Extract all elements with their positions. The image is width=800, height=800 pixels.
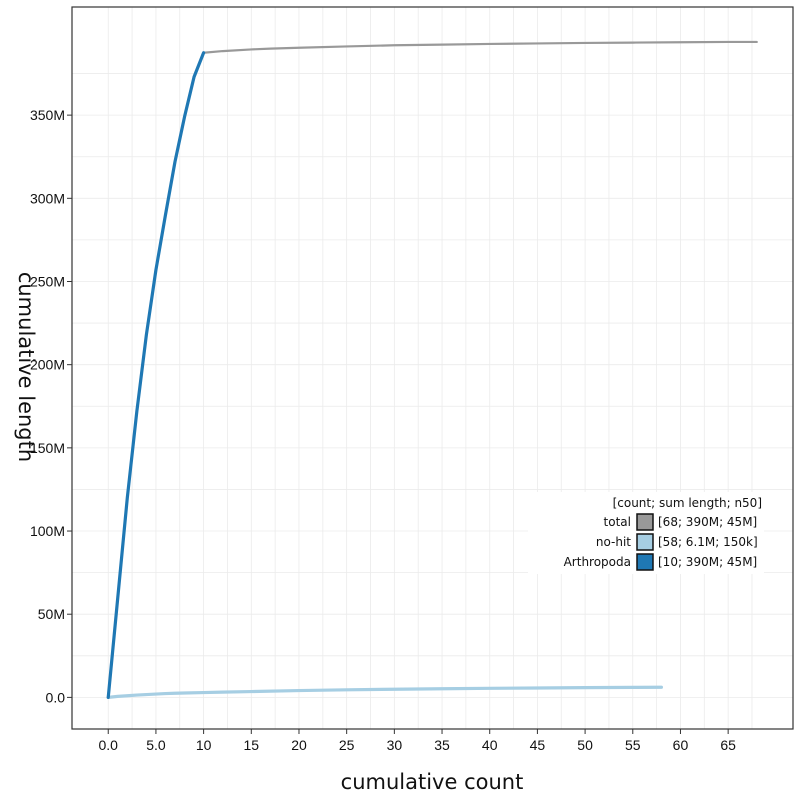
legend-swatch-arthropoda	[636, 553, 654, 571]
y-tick-label: 200M	[30, 357, 65, 373]
legend-title: [count; sum length; n50]	[613, 496, 762, 510]
legend-swatch-no-hit	[636, 533, 654, 551]
x-tick-label: 50	[577, 737, 593, 753]
legend-stats-arthropoda: [10; 390M; 45M]	[658, 555, 757, 569]
x-tick-label: 65	[720, 737, 736, 753]
x-tick-label: 40	[482, 737, 498, 753]
legend-label-no-hit: no-hit	[596, 535, 631, 549]
x-tick-label: 55	[625, 737, 641, 753]
x-tick-label: 45	[530, 737, 546, 753]
x-tick-label: 25	[339, 737, 355, 753]
legend-stats-no-hit: [58; 6.1M; 150k]	[658, 535, 758, 549]
x-tick-label: 20	[291, 737, 307, 753]
legend-stats-total: [68; 390M; 45M]	[658, 515, 757, 529]
legend: [count; sum length; n50] total [68; 390M;…	[528, 492, 764, 574]
panel-border	[71, 6, 794, 730]
x-tick-label: 35	[434, 737, 450, 753]
y-tick-label: 100M	[30, 523, 65, 539]
x-tick-label: 10	[196, 737, 212, 753]
x-tick-label: 30	[387, 737, 403, 753]
y-tick-label: 150M	[30, 440, 65, 456]
legend-swatch-total	[636, 513, 654, 531]
legend-label-total: total	[604, 515, 631, 529]
y-axis-title: cumulative length	[14, 272, 38, 462]
legend-label-arthropoda: Arthropoda	[564, 555, 631, 569]
y-tick-label: 0.0	[46, 689, 66, 705]
x-tick-label: 5.0	[146, 737, 166, 753]
series-line-arthropoda	[106, 51, 206, 699]
x-axis-title: cumulative count	[341, 770, 524, 794]
y-tick-label: 250M	[30, 273, 65, 289]
x-tick-label: 0.0	[99, 737, 119, 753]
x-tick-label: 60	[673, 737, 689, 753]
series-line-total	[202, 40, 758, 54]
y-tick-label: 300M	[30, 190, 65, 206]
y-tick-label: 50M	[38, 606, 65, 622]
x-tick-label: 15	[244, 737, 260, 753]
y-tick-label: 350M	[30, 107, 65, 123]
series-line-no-hit	[106, 685, 663, 699]
